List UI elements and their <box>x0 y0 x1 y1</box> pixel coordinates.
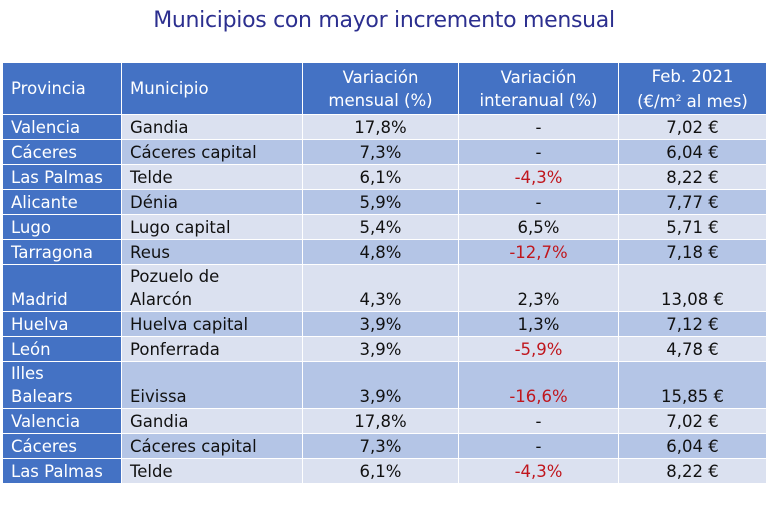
table-row: Tarragona Reus 4,8% -12,7% 7,18 € <box>2 239 767 265</box>
cell-variacion-mensual: 7,3% <box>302 139 459 165</box>
cell-municipio: Ponferrada <box>121 336 303 362</box>
cell-variacion-interanual: - <box>458 114 619 140</box>
cell-variacion-mensual: 4,8% <box>302 239 459 265</box>
col-header-municipio: Municipio <box>121 62 303 115</box>
cell-variacion-interanual: 2,3% <box>458 264 619 312</box>
cell-variacion-mensual: 3,9% <box>302 361 459 409</box>
cell-variacion-interanual: - <box>458 139 619 165</box>
cell-precio: 7,02 € <box>618 114 767 140</box>
table-title: Municipios con mayor incremento mensual <box>153 8 615 33</box>
cell-precio: 8,22 € <box>618 458 767 484</box>
cell-precio: 4,78 € <box>618 336 767 362</box>
cell-variacion-mensual: 3,9% <box>302 311 459 337</box>
cell-variacion-interanual: - <box>458 189 619 215</box>
table-row: Cáceres Cáceres capital 7,3% - 6,04 € <box>2 433 767 459</box>
cell-precio: 7,18 € <box>618 239 767 265</box>
cell-provincia: Madrid <box>2 264 122 312</box>
table-row: Valencia Gandia 17,8% - 7,02 € <box>2 114 767 140</box>
cell-provincia: Tarragona <box>2 239 122 265</box>
table-row: Cáceres Cáceres capital 7,3% - 6,04 € <box>2 139 767 165</box>
cell-precio: 7,77 € <box>618 189 767 215</box>
table-row: León Ponferrada 3,9% -5,9% 4,78 € <box>2 336 767 362</box>
cell-variacion-mensual: 5,9% <box>302 189 459 215</box>
cell-variacion-mensual: 4,3% <box>302 264 459 312</box>
cell-variacion-interanual: -4,3% <box>458 458 619 484</box>
cell-municipio: Lugo capital <box>121 214 303 240</box>
cell-provincia: Las Palmas <box>2 458 122 484</box>
table-row: Las Palmas Telde 6,1% -4,3% 8,22 € <box>2 164 767 190</box>
table-row: Madrid Pozuelo de Alarcón 4,3% 2,3% 13,08… <box>2 264 767 312</box>
cell-provincia: Cáceres <box>2 139 122 165</box>
cell-precio: 7,02 € <box>618 408 767 434</box>
cell-variacion-interanual: 1,3% <box>458 311 619 337</box>
cell-precio: 8,22 € <box>618 164 767 190</box>
header-row: Provincia Municipio Variación mensual (%)… <box>2 62 767 115</box>
cell-provincia: Cáceres <box>2 433 122 459</box>
table-row: Las Palmas Telde 6,1% -4,3% 8,22 € <box>2 458 767 484</box>
table-row: Alicante Dénia 5,9% - 7,77 € <box>2 189 767 215</box>
cell-municipio: Telde <box>121 458 303 484</box>
cell-municipio: Dénia <box>121 189 303 215</box>
cell-municipio: Huelva capital <box>121 311 303 337</box>
cell-variacion-interanual: 6,5% <box>458 214 619 240</box>
cell-municipio: Gandia <box>121 408 303 434</box>
cell-precio: 7,12 € <box>618 311 767 337</box>
cell-provincia: León <box>2 336 122 362</box>
cell-variacion-mensual: 7,3% <box>302 433 459 459</box>
cell-variacion-interanual: -4,3% <box>458 164 619 190</box>
cell-precio: 6,04 € <box>618 433 767 459</box>
cell-municipio: Gandia <box>121 114 303 140</box>
table-row: Valencia Gandia 17,8% - 7,02 € <box>2 408 767 434</box>
cell-municipio: Cáceres capital <box>121 139 303 165</box>
cell-provincia: Valencia <box>2 114 122 140</box>
cell-variacion-interanual: - <box>458 433 619 459</box>
col-header-precio: Feb. 2021 (€/m2 al mes) <box>618 62 767 115</box>
cell-provincia: Illes Balears <box>2 361 122 409</box>
cell-provincia: Lugo <box>2 214 122 240</box>
cell-variacion-interanual: -16,6% <box>458 361 619 409</box>
cell-municipio: Pozuelo de Alarcón <box>121 264 303 312</box>
table-row: Illes Balears Eivissa 3,9% -16,6% 15,85 € <box>2 361 767 409</box>
cell-variacion-mensual: 3,9% <box>302 336 459 362</box>
cell-provincia: Huelva <box>2 311 122 337</box>
cell-municipio: Telde <box>121 164 303 190</box>
cell-variacion-interanual: -12,7% <box>458 239 619 265</box>
cell-variacion-mensual: 6,1% <box>302 458 459 484</box>
cell-variacion-mensual: 17,8% <box>302 114 459 140</box>
cell-provincia: Alicante <box>2 189 122 215</box>
col-header-variacion-mensual: Variación mensual (%) <box>302 62 459 115</box>
cell-municipio: Reus <box>121 239 303 265</box>
cell-municipio: Eivissa <box>121 361 303 409</box>
col-header-variacion-interanual: Variación interanual (%) <box>458 62 619 115</box>
cell-municipio: Cáceres capital <box>121 433 303 459</box>
col-header-provincia: Provincia <box>2 62 122 115</box>
cell-provincia: Las Palmas <box>2 164 122 190</box>
cell-variacion-mensual: 17,8% <box>302 408 459 434</box>
cell-precio: 13,08 € <box>618 264 767 312</box>
cell-precio: 15,85 € <box>618 361 767 409</box>
cell-variacion-mensual: 6,1% <box>302 164 459 190</box>
cell-variacion-interanual: - <box>458 408 619 434</box>
cell-precio: 6,04 € <box>618 139 767 165</box>
data-table: Provincia Municipio Variación mensual (%)… <box>2 62 767 484</box>
table-row: Huelva Huelva capital 3,9% 1,3% 7,12 € <box>2 311 767 337</box>
table-row: Lugo Lugo capital 5,4% 6,5% 5,71 € <box>2 214 767 240</box>
cell-provincia: Valencia <box>2 408 122 434</box>
cell-precio: 5,71 € <box>618 214 767 240</box>
cell-variacion-interanual: -5,9% <box>458 336 619 362</box>
cell-variacion-mensual: 5,4% <box>302 214 459 240</box>
